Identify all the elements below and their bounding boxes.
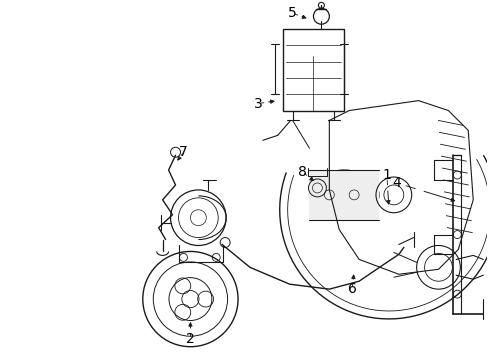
Bar	[309, 170, 378, 220]
Text: 5: 5	[287, 6, 296, 20]
Text: 6: 6	[347, 282, 356, 296]
Text: 3: 3	[253, 96, 262, 111]
Text: 1: 1	[382, 168, 390, 182]
Text: 7: 7	[179, 145, 187, 159]
Bar	[282, 29, 344, 111]
Text: 4: 4	[392, 176, 400, 190]
Text: 2: 2	[185, 332, 194, 346]
Text: 8: 8	[298, 165, 306, 179]
